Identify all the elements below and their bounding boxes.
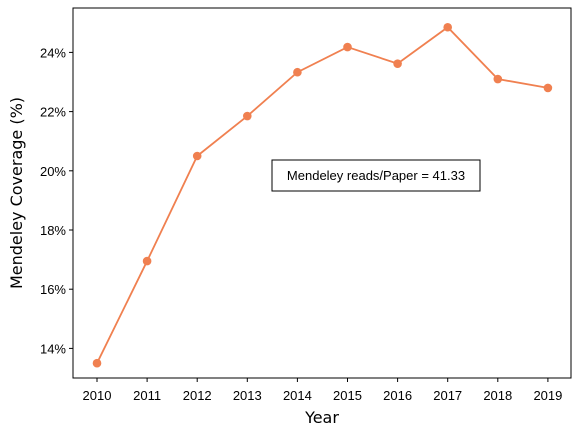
- x-tick-label: 2015: [333, 388, 362, 403]
- data-point: [343, 42, 352, 52]
- data-point: [493, 74, 503, 84]
- data-point: [393, 59, 402, 68]
- x-tick-label: 2010: [83, 388, 112, 403]
- y-tick-label: 14%: [40, 341, 66, 356]
- data-point: [443, 22, 453, 32]
- x-tick-label: 2013: [233, 388, 262, 403]
- plot-area: [72, 7, 572, 379]
- x-tick-label: 2011: [133, 388, 161, 403]
- data-point: [192, 151, 202, 161]
- y-tick-label: 16%: [40, 282, 66, 297]
- data-point: [293, 67, 302, 77]
- x-tick-label: 2019: [533, 388, 562, 403]
- data-point: [142, 256, 152, 266]
- x-tick-label: 2016: [383, 388, 412, 403]
- annotation-frame: [271, 159, 481, 192]
- y-axis: 14% 16% 18% 20% 22% 24%: [40, 45, 73, 356]
- data-point: [92, 358, 102, 368]
- y-tick-label: 24%: [40, 45, 66, 60]
- x-axis-label: Year: [304, 408, 339, 427]
- x-tick-label: 2012: [183, 388, 212, 403]
- series-line: [96, 26, 549, 364]
- data-point: [243, 111, 252, 121]
- x-tick-label: 2014: [283, 388, 312, 403]
- x-tick-label: 2017: [433, 388, 462, 403]
- y-tick-label: 22%: [40, 105, 66, 120]
- y-tick-label: 20%: [40, 164, 66, 179]
- annotation-box: Mendeley reads/Paper = 41.33: [271, 159, 481, 192]
- annotation-text: Mendeley reads/Paper = 41.33: [287, 168, 465, 183]
- y-axis-label: Mendeley Coverage (%): [7, 97, 26, 289]
- data-point: [543, 83, 553, 93]
- x-tick-label: 2018: [483, 388, 512, 403]
- series-group: [92, 22, 553, 368]
- y-tick-label: 18%: [40, 223, 66, 238]
- x-axis: 2010 2011 2012 2013 2014 2015 2016 2017 2018 2019: [83, 378, 562, 403]
